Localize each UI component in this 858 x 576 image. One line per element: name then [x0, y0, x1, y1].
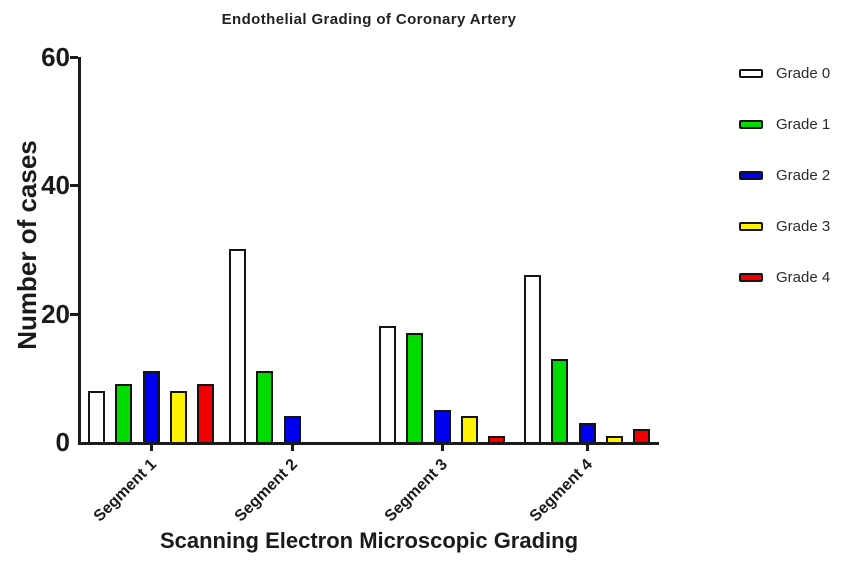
- x-axis-line: [78, 442, 659, 445]
- bar-grade0-segment2: [229, 249, 246, 445]
- legend-label: Grade 0: [776, 64, 831, 82]
- bar-grade1-segment4: [551, 359, 568, 445]
- x-tick-label-segment-4: Segment 4: [526, 456, 597, 526]
- bar-grade1-segment1: [115, 384, 132, 445]
- bar-grade1-segment2: [256, 371, 273, 445]
- y-tick-label: 0: [55, 427, 70, 457]
- legend-swatch-icon: [739, 170, 763, 180]
- x-tick: [441, 445, 444, 451]
- y-tick: [70, 56, 78, 59]
- x-axis-title: Scanning Electron Microscopic Grading: [159, 528, 579, 553]
- legend-item-grade-2: Grade 2: [739, 166, 830, 184]
- legend-item-grade-4: Grade 4: [739, 268, 830, 286]
- y-axis-line: [78, 57, 81, 445]
- bar-grade3-segment1: [170, 391, 187, 445]
- legend-label: Grade 1: [776, 115, 831, 133]
- x-tick-label-segment-1: Segment 1: [90, 456, 161, 526]
- y-axis-title: Number of cases: [12, 140, 42, 350]
- legend-label: Grade 2: [776, 166, 831, 184]
- x-tick-label-segment-2: Segment 2: [231, 456, 302, 526]
- bar-grade0-segment3: [379, 326, 396, 445]
- legend-item-grade-0: Grade 0: [739, 64, 830, 82]
- y-tick-label: 40: [41, 170, 70, 200]
- bar-grade2-segment1: [143, 371, 160, 445]
- chart-title: Endothelial Grading of Coronary Artery: [221, 11, 517, 28]
- y-tick-label: 60: [41, 42, 70, 72]
- legend: Grade 0 Grade 1 Grade 2 Grade 3 Grade 4: [739, 64, 830, 286]
- legend-swatch-icon: [739, 68, 763, 78]
- bar-grade0-segment4: [524, 275, 541, 445]
- legend-swatch-icon: [739, 221, 763, 231]
- x-tick: [150, 445, 153, 451]
- x-tick-label-segment-3: Segment 3: [381, 456, 452, 526]
- bar-grade4-segment1: [197, 384, 214, 445]
- x-tick: [586, 445, 589, 451]
- bar-grade2-segment2: [284, 416, 301, 445]
- legend-label: Grade 4: [776, 268, 831, 286]
- y-tick: [70, 313, 78, 316]
- legend-label: Grade 3: [776, 217, 831, 235]
- y-tick: [70, 184, 78, 187]
- bar-grade3-segment3: [461, 416, 478, 445]
- legend-swatch-icon: [739, 119, 763, 129]
- legend-item-grade-1: Grade 1: [739, 115, 830, 133]
- y-tick-label: 20: [41, 299, 70, 329]
- x-tick: [291, 445, 294, 451]
- legend-swatch-icon: [739, 272, 763, 282]
- bar-grade2-segment3: [434, 410, 451, 445]
- legend-item-grade-3: Grade 3: [739, 217, 830, 235]
- bar-grade0-segment1: [88, 391, 105, 445]
- bar-grade1-segment3: [406, 333, 423, 445]
